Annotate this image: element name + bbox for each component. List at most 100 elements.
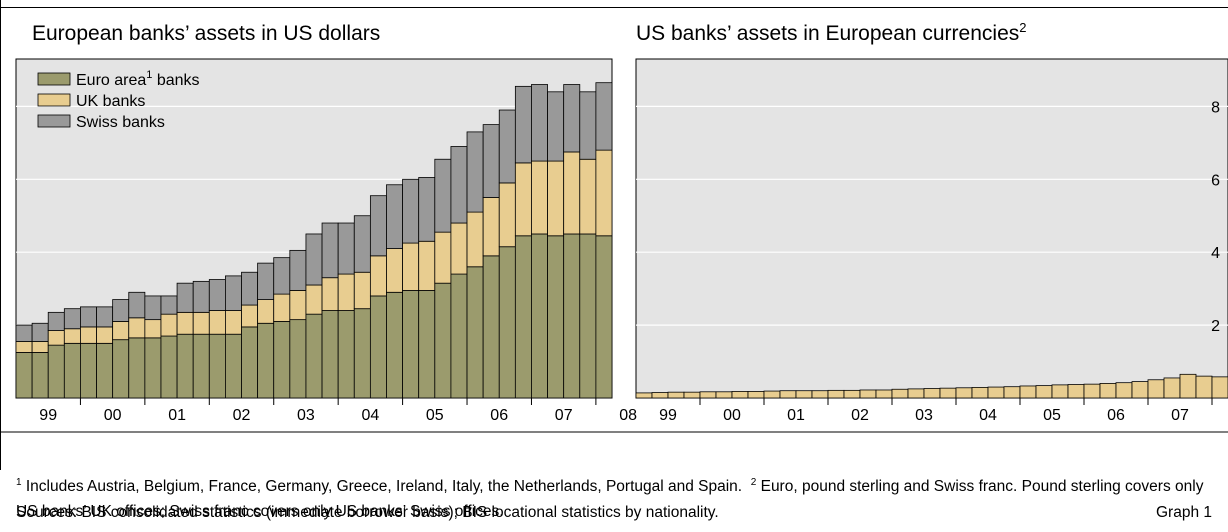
bar-2-s1: [1147, 379, 1165, 399]
chart-title-superscript: 2: [1019, 20, 1026, 35]
bar-2-s1: [667, 391, 685, 399]
bar-1-s3: [305, 233, 323, 286]
bar-1-s2: [514, 162, 532, 237]
bar-1-s3: [466, 131, 484, 213]
bar-1-s1: [531, 233, 548, 399]
legend-swatch: [37, 114, 71, 128]
bar-1-s1: [353, 308, 371, 399]
bar-1-s2: [31, 341, 49, 353]
bar-1-s3: [369, 195, 387, 257]
legend-label: UK banks: [76, 93, 145, 110]
bar-1-s2: [337, 273, 355, 311]
x-tick-label: 04: [979, 407, 997, 424]
bar-2-s1: [1067, 384, 1085, 399]
bar-1-s3: [386, 184, 403, 249]
bar-1-s3: [15, 324, 33, 342]
bar-1-s1: [305, 313, 323, 399]
bar-1-s2: [15, 341, 33, 353]
bar-1-s2: [402, 242, 420, 291]
sources-note: Sources: BIS consolidated statistics (im…: [16, 504, 719, 521]
x-tick-label: 04: [362, 407, 380, 424]
bar-1-s1: [160, 335, 178, 399]
bar-1-s1: [434, 282, 452, 399]
bar-2-s1: [1003, 386, 1021, 399]
bar-2-s1: [763, 390, 781, 399]
bar-2-s1: [907, 388, 925, 399]
bar-1-s2: [498, 182, 516, 248]
bar-1-s3: [337, 222, 355, 275]
bar-2-s1: [683, 391, 701, 399]
bar-2-s1: [699, 391, 717, 399]
bar-1-s3: [112, 299, 130, 322]
bar-1-s3: [353, 215, 371, 273]
bar-1-s2: [144, 319, 162, 339]
bar-1-s2: [192, 311, 210, 335]
x-tick-label: 02: [233, 407, 251, 424]
bar-2-s1: [875, 389, 893, 399]
bar-2-s1: [1099, 383, 1117, 399]
bar-2-s1: [1115, 382, 1133, 399]
bar-1-s2: [273, 293, 291, 322]
bar-1-s2: [225, 310, 242, 335]
bar-1-s1: [192, 333, 210, 399]
bar-2-s1: [827, 389, 845, 399]
bar-1-s3: [547, 91, 565, 162]
bar-1-s1: [321, 310, 339, 399]
bar-2-s1: [987, 386, 1005, 399]
bar-1-s1: [31, 352, 49, 399]
chart-panel-2: US banks’ assets in European currencies2…: [635, 20, 1228, 424]
legend-swatch: [37, 93, 71, 107]
bar-2-s1: [843, 389, 861, 399]
bar-1-s1: [47, 344, 65, 399]
bar-2-s1: [795, 390, 813, 399]
bar-1-s2: [353, 271, 371, 310]
x-tick-label: 06: [490, 407, 508, 424]
bar-1-s3: [144, 295, 162, 321]
bar-2-s1: [715, 391, 733, 399]
bar-1-s2: [257, 299, 275, 324]
bar-2-s1: [1211, 376, 1228, 399]
bar-1-s1: [208, 333, 226, 399]
x-tick-label: 00: [104, 407, 122, 424]
bar-2-s1: [955, 387, 973, 399]
bar-1-s3: [579, 91, 597, 160]
chart-title: European banks’ assets in US dollars: [32, 22, 380, 45]
bar-1-s3: [289, 249, 307, 291]
bar-1-s3: [47, 311, 65, 331]
bar-1-s2: [482, 197, 500, 257]
x-tick-label: 05: [426, 407, 444, 424]
bar-1-s3: [321, 222, 339, 279]
x-tick-label: 99: [659, 407, 677, 424]
x-tick-label: 03: [915, 407, 933, 424]
legend-swatch: [37, 72, 71, 86]
bar-1-s3: [80, 306, 97, 328]
bar-1-s2: [241, 304, 259, 328]
bar-2-s1: [1083, 383, 1101, 399]
legend-label-rest: banks: [152, 72, 199, 89]
bar-1-s3: [531, 84, 548, 162]
bar-2-s1: [811, 390, 829, 399]
bar-1-s3: [418, 177, 436, 242]
x-tick-label: 05: [1043, 407, 1061, 424]
footnote-1-text: Includes Austria, Belgium, France, Germa…: [21, 478, 743, 496]
bar-2-s1: [1035, 385, 1053, 399]
bar-1-s3: [241, 271, 259, 306]
bar-2-s1: [923, 388, 941, 399]
y-tick-label: 2: [1211, 318, 1220, 335]
bar-1-s2: [96, 326, 114, 344]
x-tick-label: 07: [1171, 407, 1189, 424]
bar-2-s1: [1019, 385, 1037, 399]
bar-2-s1: [731, 391, 749, 399]
bar-2-s1: [747, 391, 765, 399]
bar-1-s1: [225, 333, 242, 399]
bar-2-s1: [971, 387, 989, 399]
bar-1-s2: [386, 248, 403, 293]
bar-2-s1: [1163, 377, 1181, 399]
x-tick-label: 00: [723, 407, 741, 424]
bar-1-s2: [418, 240, 436, 291]
x-tick-label: 06: [1107, 407, 1125, 424]
footnote-2-text: Euro, pound sterling and Swiss franc. Po…: [16, 478, 1204, 521]
footnotes: 1 Includes Austria, Belgium, France, Ger…: [16, 470, 1224, 524]
